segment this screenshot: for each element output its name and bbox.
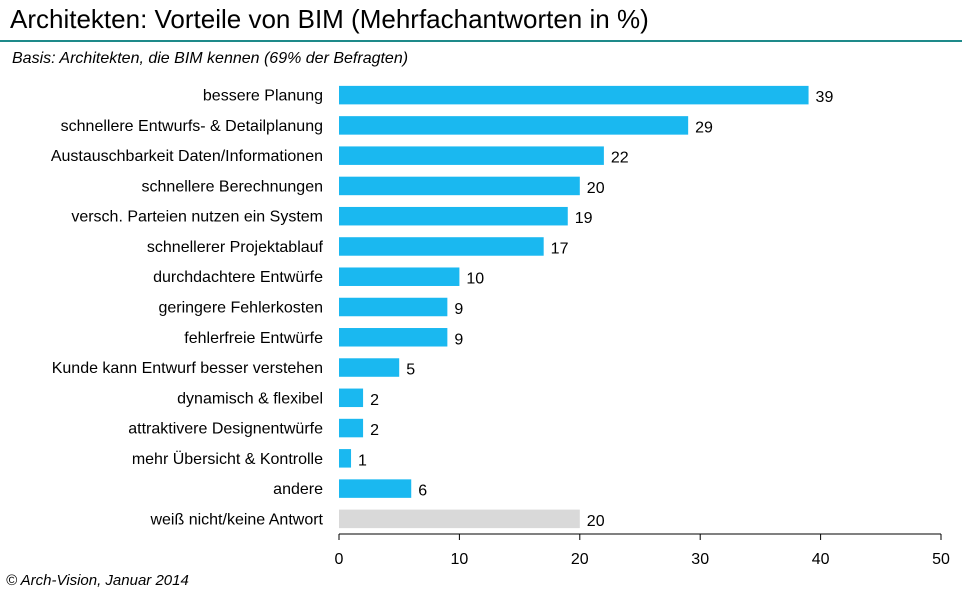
category-label: attraktivere Designentwürfe — [128, 421, 323, 438]
chart-title: Architekten: Vorteile von BIM (Mehrfacha… — [10, 4, 649, 34]
value-label: 9 — [454, 301, 463, 318]
x-tick-label: 0 — [335, 551, 344, 568]
category-label: dynamisch & flexibel — [177, 390, 323, 407]
category-label: bessere Planung — [203, 88, 323, 105]
x-tick-label: 50 — [932, 551, 950, 568]
bar — [339, 479, 412, 498]
category-label: versch. Parteien nutzen ein System — [71, 209, 323, 226]
source-note: © Arch-Vision, Januar 2014 — [6, 572, 189, 589]
bar — [339, 267, 460, 286]
category-label: schnellere Entwurfs- & Detailplanung — [61, 118, 323, 135]
category-label: geringere Fehlerkosten — [158, 300, 323, 317]
value-label: 20 — [587, 513, 605, 530]
category-label: fehlerfreie Entwürfe — [184, 330, 323, 347]
bar — [339, 449, 352, 468]
value-label: 5 — [406, 362, 415, 379]
bar — [339, 297, 448, 317]
x-tick-label: 30 — [691, 551, 709, 568]
bar — [339, 176, 580, 196]
chart-subtitle: Basis: Architekten, die BIM kennen (69% … — [12, 50, 409, 67]
value-label: 6 — [418, 483, 427, 500]
category-label: andere — [273, 481, 323, 498]
bar — [339, 146, 604, 165]
category-label: durchdachtere Entwürfe — [153, 269, 323, 286]
bar — [339, 509, 580, 529]
bar — [339, 358, 400, 377]
value-label: 10 — [466, 271, 484, 288]
category-label: mehr Übersicht & Kontrolle — [132, 450, 323, 468]
category-label: Kunde kann Entwurf besser verstehen — [52, 360, 323, 377]
value-label: 20 — [587, 180, 605, 197]
value-label: 2 — [370, 392, 379, 409]
category-label: schnellere Berechnungen — [142, 178, 323, 195]
bar — [339, 206, 568, 226]
value-label: 17 — [551, 240, 569, 257]
x-tick-label: 20 — [571, 551, 589, 568]
value-label: 9 — [454, 331, 463, 348]
category-label: weiß nicht/keine Antwort — [149, 511, 323, 528]
bar — [339, 388, 364, 408]
bars-group: bessere Planung 39 schnellere Entwurfs- & … — [51, 85, 834, 530]
bar — [339, 116, 689, 135]
value-label: 19 — [575, 210, 593, 227]
bar — [339, 418, 364, 438]
category-label: Austauschbarkeit Daten/Informationen — [51, 148, 323, 165]
value-label: 2 — [370, 422, 379, 439]
value-label: 22 — [611, 150, 629, 167]
bar — [339, 328, 448, 347]
value-label: 29 — [695, 119, 713, 136]
value-label: 39 — [816, 89, 834, 106]
category-label: schnellerer Projektablauf — [147, 239, 324, 256]
x-tick-label: 10 — [451, 551, 469, 568]
bar — [339, 85, 809, 105]
x-axis: 0 10 20 30 40 50 — [335, 533, 950, 568]
title-divider — [0, 40, 962, 42]
x-tick-label: 40 — [812, 551, 830, 568]
bar — [339, 237, 544, 256]
value-label: 1 — [358, 452, 367, 469]
